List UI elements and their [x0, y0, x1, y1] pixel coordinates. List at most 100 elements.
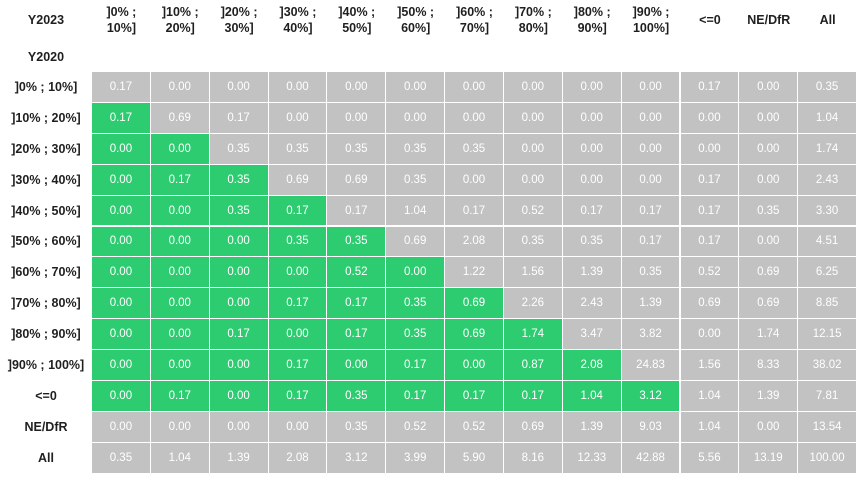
column-header: ]10% ; 20%]	[161, 5, 199, 35]
matrix-cell: 38.02	[798, 350, 857, 380]
matrix-cell: 0.00	[386, 72, 445, 102]
matrix-cell: 0.00	[92, 381, 150, 411]
matrix-cell: 1.39	[562, 411, 621, 442]
matrix-cell: 12.33	[562, 442, 621, 473]
matrix-cell: 0.17	[503, 381, 562, 411]
matrix-cell: 0.00	[621, 133, 680, 164]
matrix-cell: 0.00	[150, 133, 209, 164]
matrix-cell: 0.00	[150, 288, 209, 319]
row-label: ]40% ; 50%]	[11, 203, 81, 218]
matrix-cell: 0.69	[268, 164, 327, 195]
matrix-cell: 0.00	[209, 288, 268, 319]
matrix-cell: 0.69	[739, 288, 798, 319]
matrix-cell: 0.17	[268, 350, 327, 380]
row-label: ]60% ; 70%]	[11, 265, 81, 280]
column-header: ]70% ; 80%]	[514, 5, 552, 35]
matrix-cell: 0.35	[386, 319, 445, 350]
matrix-cell: 0.00	[445, 72, 503, 102]
matrix-cell: 2.08	[445, 226, 503, 257]
matrix-cell: 0.00	[327, 102, 386, 133]
matrix-cell: 3.12	[327, 442, 386, 473]
matrix-cell: 0.35	[621, 257, 680, 288]
matrix-cell: 0.00	[92, 288, 150, 319]
matrix-cell: 0.00	[268, 257, 327, 288]
matrix-cell: 0.52	[680, 257, 739, 288]
row-label: ]70% ; 80%]	[11, 296, 81, 311]
matrix-cell: 0.69	[386, 226, 445, 257]
matrix-cell: 0.17	[327, 319, 386, 350]
row-label: ]10% ; 20%]	[11, 110, 81, 125]
matrix-cell: 0.17	[327, 288, 386, 319]
row-label: ]90% ; 100%]	[7, 358, 85, 373]
matrix-cell: 0.17	[92, 72, 150, 102]
matrix-cell: 0.00	[503, 164, 562, 195]
matrix-cell: 0.00	[92, 133, 150, 164]
matrix-cell: 0.00	[150, 257, 209, 288]
row-axis-label: Y2020	[27, 50, 65, 64]
matrix-cell: 0.00	[209, 226, 268, 257]
matrix-cell: 0.00	[209, 411, 268, 442]
matrix-cell: 1.04	[562, 381, 621, 411]
matrix-cell: 0.52	[503, 195, 562, 226]
matrix-cell: 0.35	[209, 133, 268, 164]
matrix-cell: 13.19	[739, 442, 798, 473]
matrix-cell: 0.69	[327, 164, 386, 195]
matrix-cell: 0.00	[562, 72, 621, 102]
matrix-cell: 0.17	[209, 102, 268, 133]
matrix-cell: 0.35	[327, 381, 386, 411]
matrix-cell: 0.35	[268, 226, 327, 257]
matrix-cell: 0.17	[621, 195, 680, 226]
matrix-cell: 0.00	[680, 133, 739, 164]
matrix-cell: 1.74	[503, 319, 562, 350]
column-header: ]20% ; 30%]	[220, 5, 258, 35]
row-label: ]20% ; 30%]	[11, 141, 81, 156]
matrix-cell: 0.00	[150, 226, 209, 257]
column-header: ]90% ; 100%]	[632, 5, 670, 35]
matrix-cell: 0.52	[445, 411, 503, 442]
matrix-cell: 0.17	[680, 226, 739, 257]
matrix-cell: 0.35	[268, 133, 327, 164]
matrix-cell: 0.00	[150, 72, 209, 102]
matrix-cell: 0.00	[621, 72, 680, 102]
matrix-cell: 0.17	[209, 319, 268, 350]
matrix-cell: 0.17	[327, 195, 386, 226]
matrix-cell: 0.00	[503, 102, 562, 133]
row-label: NE/DfR	[24, 419, 68, 434]
column-header: All	[819, 13, 836, 27]
matrix-cell: 0.00	[327, 350, 386, 380]
matrix-cell: 0.00	[739, 133, 798, 164]
matrix-cell: 0.00	[621, 102, 680, 133]
matrix-cell: 0.35	[503, 226, 562, 257]
matrix-cell: 0.00	[209, 72, 268, 102]
matrix-cell: 0.00	[445, 102, 503, 133]
matrix-cell: 2.43	[798, 164, 857, 195]
matrix-cell: 1.56	[680, 350, 739, 380]
matrix-cell: 8.16	[503, 442, 562, 473]
matrix-cell: 0.00	[268, 102, 327, 133]
corner-label: Y2023	[27, 13, 65, 27]
matrix-cell: 0.69	[680, 288, 739, 319]
matrix-cell: 0.00	[92, 411, 150, 442]
matrix-cell: 0.00	[739, 226, 798, 257]
matrix-cell: 0.00	[680, 319, 739, 350]
matrix-cell: 0.00	[503, 133, 562, 164]
matrix-cell: 0.35	[209, 195, 268, 226]
matrix-cell: 2.08	[268, 442, 327, 473]
matrix-cell: 0.17	[445, 195, 503, 226]
row-label: ]80% ; 90%]	[11, 327, 81, 342]
matrix-cell: 0.69	[445, 319, 503, 350]
matrix-cell: 1.56	[503, 257, 562, 288]
matrix-cell: 0.35	[386, 133, 445, 164]
matrix-cell: 0.00	[92, 350, 150, 380]
matrix-cell: 0.00	[92, 226, 150, 257]
matrix-cell: 1.39	[209, 442, 268, 473]
matrix-cell: 0.17	[680, 164, 739, 195]
matrix-cell: 7.81	[798, 381, 857, 411]
column-header: <=0	[699, 13, 721, 27]
matrix-cell: 0.00	[386, 257, 445, 288]
matrix-cell: 0.00	[562, 133, 621, 164]
matrix-cell: 0.00	[562, 164, 621, 195]
matrix-cell: 0.00	[739, 102, 798, 133]
matrix-cell: 0.00	[739, 72, 798, 102]
